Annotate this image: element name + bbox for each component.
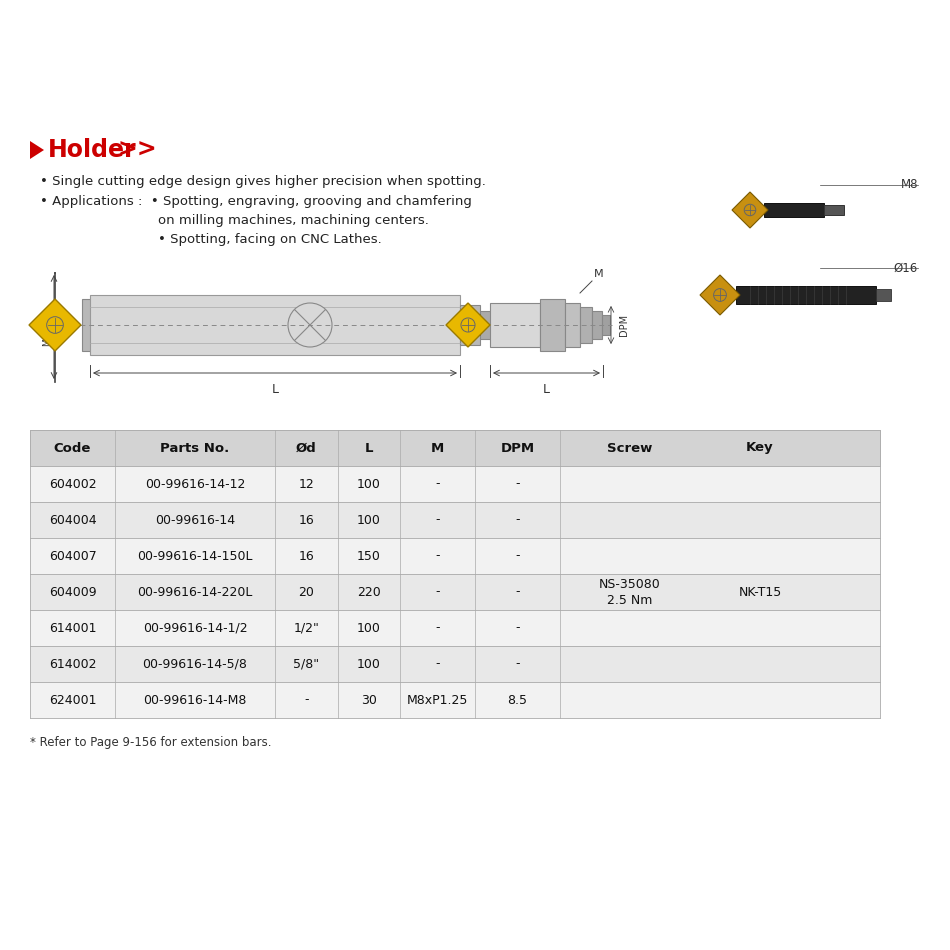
Text: 100: 100 <box>357 514 381 526</box>
Bar <box>30 574 880 610</box>
Text: Ød: Ød <box>296 442 317 454</box>
Text: Parts No.: Parts No. <box>161 442 230 454</box>
Bar <box>876 289 891 301</box>
Text: L: L <box>543 383 550 396</box>
Text: 16: 16 <box>298 549 314 562</box>
Text: • Applications :  • Spotting, engraving, grooving and chamfering: • Applications : • Spotting, engraving, … <box>40 195 472 208</box>
Text: 30: 30 <box>361 694 377 707</box>
Text: Key: Key <box>746 442 774 454</box>
Polygon shape <box>700 275 740 315</box>
Text: * Refer to Page 9-156 for extension bars.: * Refer to Page 9-156 for extension bars… <box>30 736 272 749</box>
Bar <box>565 303 580 347</box>
Bar <box>602 315 610 335</box>
Bar <box>82 299 100 351</box>
Text: 604007: 604007 <box>48 549 96 562</box>
Text: >>: >> <box>118 138 158 162</box>
Text: 00-99616-14-150L: 00-99616-14-150L <box>137 549 253 562</box>
Polygon shape <box>732 192 768 228</box>
Text: DPM: DPM <box>619 314 629 336</box>
Bar <box>736 286 876 304</box>
Text: 614001: 614001 <box>48 621 96 635</box>
Bar <box>30 538 880 574</box>
Bar <box>30 646 880 682</box>
Text: • Spotting, facing on CNC Lathes.: • Spotting, facing on CNC Lathes. <box>158 233 382 246</box>
Text: 614002: 614002 <box>48 657 96 671</box>
Text: NS-35080
2.5 Nm: NS-35080 2.5 Nm <box>599 578 661 606</box>
Text: -: - <box>435 478 440 490</box>
Bar <box>30 610 880 646</box>
Text: 8.5: 8.5 <box>507 694 527 707</box>
Text: -: - <box>515 621 520 635</box>
Text: • Single cutting edge design gives higher precision when spotting.: • Single cutting edge design gives highe… <box>40 175 485 188</box>
Text: 624001: 624001 <box>48 694 96 707</box>
Bar <box>54 272 55 382</box>
Bar <box>824 205 844 215</box>
Text: 12: 12 <box>298 478 314 490</box>
Text: 1/2": 1/2" <box>294 621 319 635</box>
Text: Holder: Holder <box>48 138 137 162</box>
Text: 100: 100 <box>357 621 381 635</box>
Bar <box>480 311 492 339</box>
Text: Screw: Screw <box>607 442 653 454</box>
Bar <box>580 307 592 343</box>
Polygon shape <box>446 303 490 347</box>
Text: od: od <box>494 322 506 332</box>
Text: 00-99616-14-M8: 00-99616-14-M8 <box>143 694 247 707</box>
Text: 20: 20 <box>298 585 314 598</box>
Text: 00-99616-14-1/2: 00-99616-14-1/2 <box>142 621 247 635</box>
Polygon shape <box>29 299 81 351</box>
Bar <box>90 295 460 355</box>
Text: 100: 100 <box>357 657 381 671</box>
Bar <box>30 502 880 538</box>
Text: 5/8": 5/8" <box>294 657 319 671</box>
Text: M8xP1.25: M8xP1.25 <box>407 694 468 707</box>
Text: -: - <box>435 514 440 526</box>
Text: M: M <box>431 442 444 454</box>
Text: -: - <box>515 585 520 598</box>
Text: -: - <box>515 514 520 526</box>
Text: Code: Code <box>54 442 91 454</box>
Text: 604004: 604004 <box>48 514 96 526</box>
Text: Ø16: Ø16 <box>894 261 918 275</box>
Bar <box>764 203 824 217</box>
Text: M: M <box>594 269 603 279</box>
Text: -: - <box>515 657 520 671</box>
Text: 604009: 604009 <box>48 585 96 598</box>
Bar <box>30 466 880 502</box>
Bar <box>30 430 880 466</box>
Text: L: L <box>272 383 278 396</box>
Text: 16: 16 <box>298 514 314 526</box>
Bar <box>54 272 55 273</box>
Text: Max.ø14: Max.ø14 <box>42 308 50 346</box>
Text: 220: 220 <box>357 585 381 598</box>
Text: -: - <box>435 657 440 671</box>
Text: 604002: 604002 <box>48 478 96 490</box>
Text: 100: 100 <box>357 478 381 490</box>
Text: 00-99616-14-5/8: 00-99616-14-5/8 <box>142 657 247 671</box>
Text: 00-99616-14: 00-99616-14 <box>155 514 235 526</box>
Circle shape <box>288 303 332 347</box>
Text: -: - <box>515 549 520 562</box>
Text: M8: M8 <box>901 179 918 192</box>
Text: 00-99616-14-220L: 00-99616-14-220L <box>138 585 253 598</box>
Text: NK-T15: NK-T15 <box>738 585 782 598</box>
Text: -: - <box>515 478 520 490</box>
Text: -: - <box>304 694 309 707</box>
Bar <box>540 299 565 351</box>
Polygon shape <box>30 141 44 159</box>
Bar <box>460 305 480 345</box>
Bar <box>490 303 540 347</box>
Text: -: - <box>435 549 440 562</box>
Text: 00-99616-14-12: 00-99616-14-12 <box>144 478 245 490</box>
Text: -: - <box>435 585 440 598</box>
Text: -: - <box>435 621 440 635</box>
Text: on milling machines, machining centers.: on milling machines, machining centers. <box>158 214 428 227</box>
Text: DPM: DPM <box>501 442 535 454</box>
Bar <box>30 682 880 718</box>
Text: 150: 150 <box>357 549 381 562</box>
Bar <box>592 311 602 339</box>
Text: L: L <box>365 442 373 454</box>
